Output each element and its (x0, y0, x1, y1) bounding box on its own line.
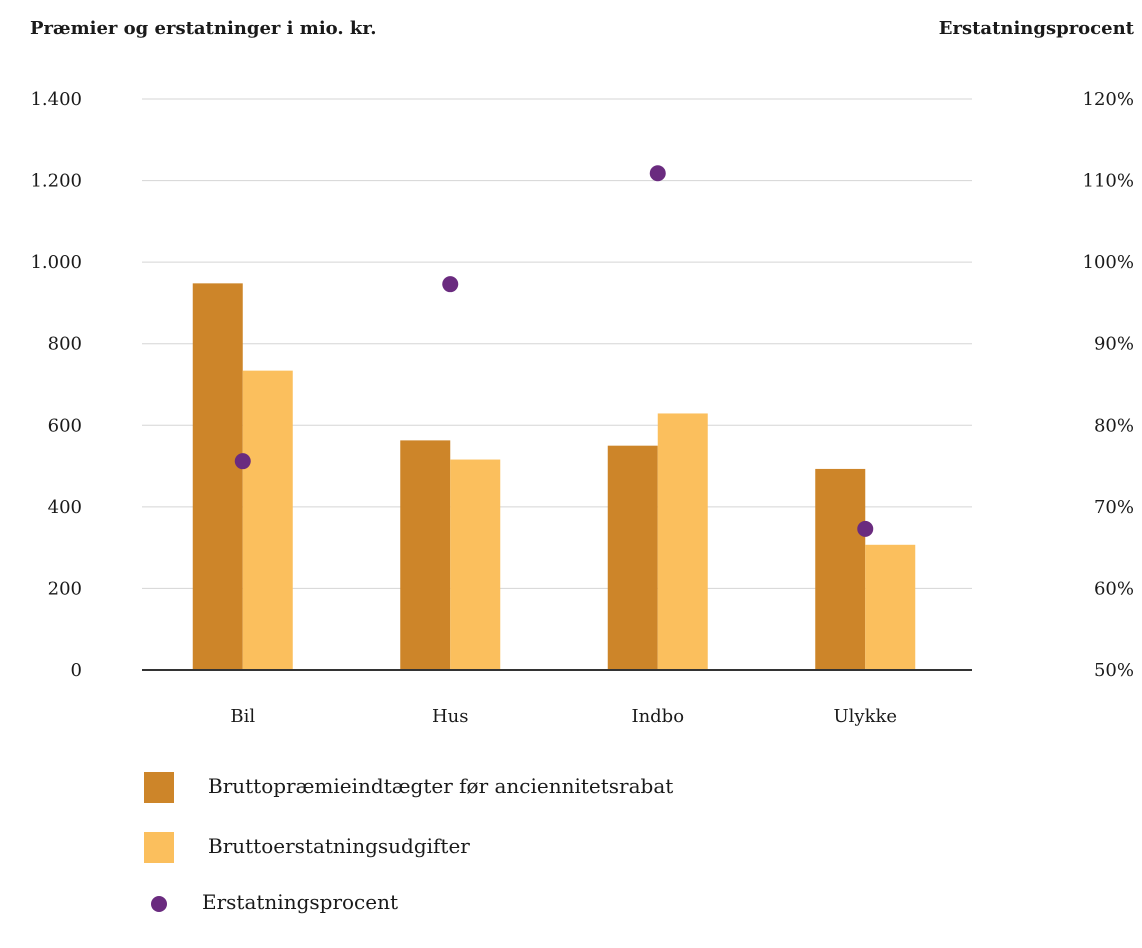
bar-premium-indbo (607, 445, 658, 670)
y2-tick-label-60: 60% (1094, 578, 1134, 599)
legend-label-claims: Bruttoerstatningsudgifter (208, 834, 470, 858)
right-axis-title: Erstatningsprocent (938, 18, 1134, 39)
y-tick-label-400: 400 (48, 497, 82, 518)
bar-premium-hus (400, 440, 451, 670)
y-tick-label-1200: 1.200 (30, 171, 82, 192)
chart-canvas: 0 200 400 600 800 1.000 1.200 1.400 50% 60% 70% 80%… (30, 89, 1134, 727)
y2-tick-label-50: 50% (1094, 660, 1134, 681)
bar-claims-ulykke (865, 544, 916, 670)
y-tick-label-1400: 1.400 (30, 89, 82, 110)
x-tick-label-hus: Hus (432, 706, 469, 727)
bar-claims-indbo (657, 413, 708, 670)
y-tick-label-1000: 1.000 (30, 252, 82, 273)
bar-premium-ulykke (815, 468, 866, 670)
y2-tick-label-90: 90% (1094, 334, 1134, 355)
left-axis-title: Præmier og erstatninger i mio. kr. (30, 18, 377, 39)
y-tick-label-800: 800 (48, 334, 82, 355)
bar-claims-bil (242, 370, 293, 670)
y2-tick-label-120: 120% (1083, 89, 1134, 110)
x-tick-label-bil: Bil (230, 706, 255, 727)
y-tick-label-600: 600 (48, 415, 82, 436)
y2-tick-label-110: 110% (1083, 171, 1134, 192)
y2-tick-label-70: 70% (1094, 497, 1134, 518)
point-ratio-indbo (649, 165, 666, 182)
y2-tick-label-80: 80% (1094, 415, 1134, 436)
y-tick-label-0: 0 (71, 660, 82, 681)
point-ratio-ulykke (857, 520, 874, 537)
y-tick-label-200: 200 (48, 578, 82, 599)
legend-label-ratio: Erstatningsprocent (202, 890, 399, 914)
legend-dot-ratio (151, 896, 167, 912)
legend-label-premium: Bruttopræmieindtægter før anciennitetsra… (208, 774, 674, 798)
bar-claims-hus (450, 459, 501, 670)
x-tick-label-ulykke: Ulykke (833, 706, 897, 727)
point-ratio-hus (442, 276, 459, 293)
x-tick-label-indbo: Indbo (631, 706, 684, 727)
legend-swatch-premium (144, 772, 174, 803)
legend-swatch-claims (144, 832, 174, 863)
point-ratio-bil (234, 453, 251, 470)
bar-premium-bil (192, 283, 243, 670)
y2-tick-label-100: 100% (1083, 252, 1134, 273)
